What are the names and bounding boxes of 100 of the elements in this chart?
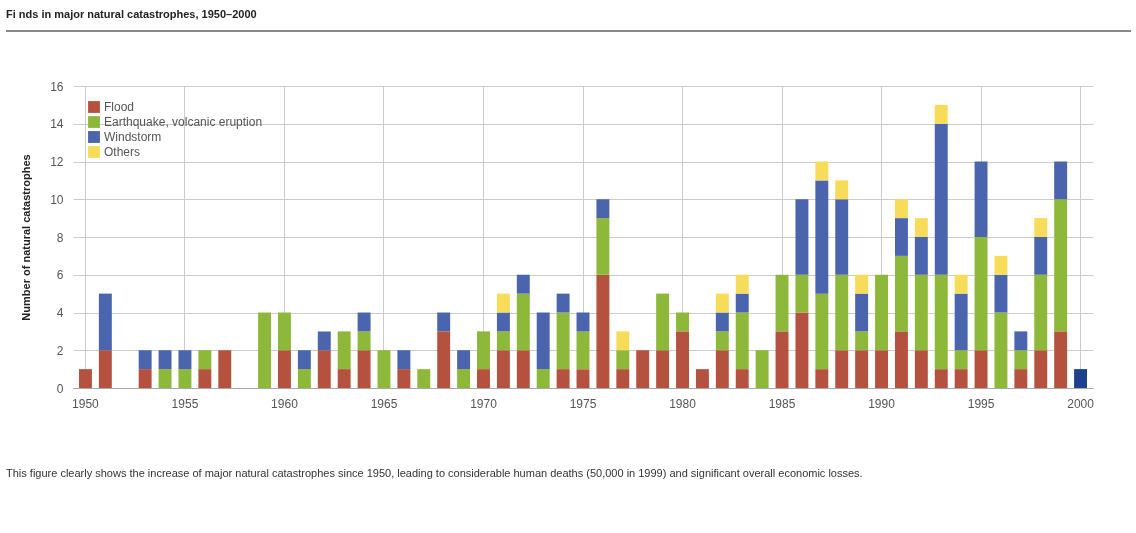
y-tick-label: 16 — [50, 79, 64, 94]
bar — [576, 331, 590, 370]
bar — [875, 274, 888, 351]
bar — [556, 312, 570, 370]
y-tick-label: 6 — [56, 268, 64, 283]
chart-title: Fi nds in major natural catastrophes, 1950–2000 — [6, 8, 257, 20]
bar — [1034, 274, 1048, 351]
bar — [735, 274, 749, 294]
y-axis-title: Number of natural catastrophes — [20, 154, 33, 321]
bar — [198, 350, 212, 370]
bar — [1014, 331, 1028, 351]
bar — [477, 331, 490, 370]
bar — [715, 312, 729, 332]
bar — [1034, 237, 1048, 275]
bar — [775, 274, 789, 332]
bar — [636, 350, 650, 388]
bar — [835, 199, 849, 275]
text: This figure clearly shows the increase of major natural catastrophes since 1950, leading to considerable human deaths (50,000 in 1999) and significant overall economic losses. — [6, 466, 864, 481]
bar — [477, 369, 490, 388]
bar — [954, 350, 968, 370]
bar — [855, 274, 869, 294]
bar — [656, 350, 670, 388]
bar — [974, 161, 988, 237]
bar — [954, 274, 968, 294]
bar — [894, 199, 908, 219]
x-tick-label: 1950 — [72, 396, 100, 411]
bar — [795, 199, 809, 275]
bar — [715, 331, 729, 351]
bar — [357, 350, 371, 388]
bar — [815, 161, 829, 181]
bar — [397, 369, 411, 388]
bar — [855, 331, 869, 351]
bar — [278, 350, 291, 388]
bar — [735, 369, 749, 388]
bar — [516, 293, 530, 351]
x-tick-label: 1980 — [669, 396, 697, 411]
x-tick-label: 2000 — [1067, 396, 1095, 411]
bar — [695, 369, 709, 388]
bar — [496, 331, 510, 351]
bar — [1014, 369, 1028, 388]
bar — [357, 331, 371, 351]
x-tick-label: 1995 — [967, 396, 995, 411]
legend-label: Earthquake, volcanic eruption — [104, 115, 263, 129]
y-tick-label: 0 — [56, 381, 64, 396]
bar — [855, 350, 869, 388]
legend-label: Windstorm — [104, 130, 162, 144]
bar — [894, 218, 908, 256]
bar — [98, 350, 112, 388]
bar — [337, 331, 351, 370]
bar — [795, 312, 809, 388]
bar — [1074, 369, 1088, 388]
bar — [934, 369, 948, 388]
bar — [914, 350, 928, 388]
bar — [616, 369, 630, 388]
x-tick-label: 1965 — [370, 396, 398, 411]
bar — [158, 350, 172, 370]
bar — [815, 180, 829, 294]
bar — [735, 293, 749, 313]
bar — [994, 255, 1008, 275]
y-tick-label: 10 — [50, 192, 64, 207]
bar — [1014, 350, 1028, 370]
bar — [536, 312, 550, 370]
bar — [417, 369, 431, 388]
bar — [317, 350, 331, 388]
bar — [755, 350, 769, 388]
bar — [496, 293, 510, 313]
bar — [934, 274, 948, 370]
bar — [815, 369, 829, 388]
legend-label: Others — [104, 145, 141, 159]
y-tick-label: 14 — [50, 117, 64, 132]
bar — [616, 350, 630, 370]
bar — [496, 350, 510, 388]
bar — [894, 331, 908, 388]
bar — [934, 104, 948, 124]
bar — [596, 274, 610, 388]
x-tick-label: 1970 — [470, 396, 498, 411]
x-tick-label: 1955 — [171, 396, 199, 411]
bar — [297, 350, 311, 370]
bar — [914, 237, 928, 275]
bar — [158, 369, 172, 388]
y-tick-label: 2 — [56, 343, 64, 358]
bar — [676, 331, 689, 388]
bar — [835, 350, 849, 388]
bar — [914, 274, 928, 351]
bar — [994, 312, 1008, 388]
bar — [317, 331, 331, 351]
bar — [616, 331, 630, 351]
bar — [954, 369, 968, 388]
bar — [1054, 199, 1068, 332]
bar — [516, 350, 530, 388]
bar — [437, 331, 451, 388]
y-tick-label: 4 — [56, 306, 64, 320]
bar — [775, 331, 789, 388]
bar — [377, 350, 391, 388]
bar — [835, 274, 849, 351]
bar — [98, 293, 112, 351]
bar — [676, 312, 689, 332]
bar — [138, 350, 152, 370]
bar — [496, 312, 510, 332]
y-tick-label: 12 — [50, 155, 64, 169]
